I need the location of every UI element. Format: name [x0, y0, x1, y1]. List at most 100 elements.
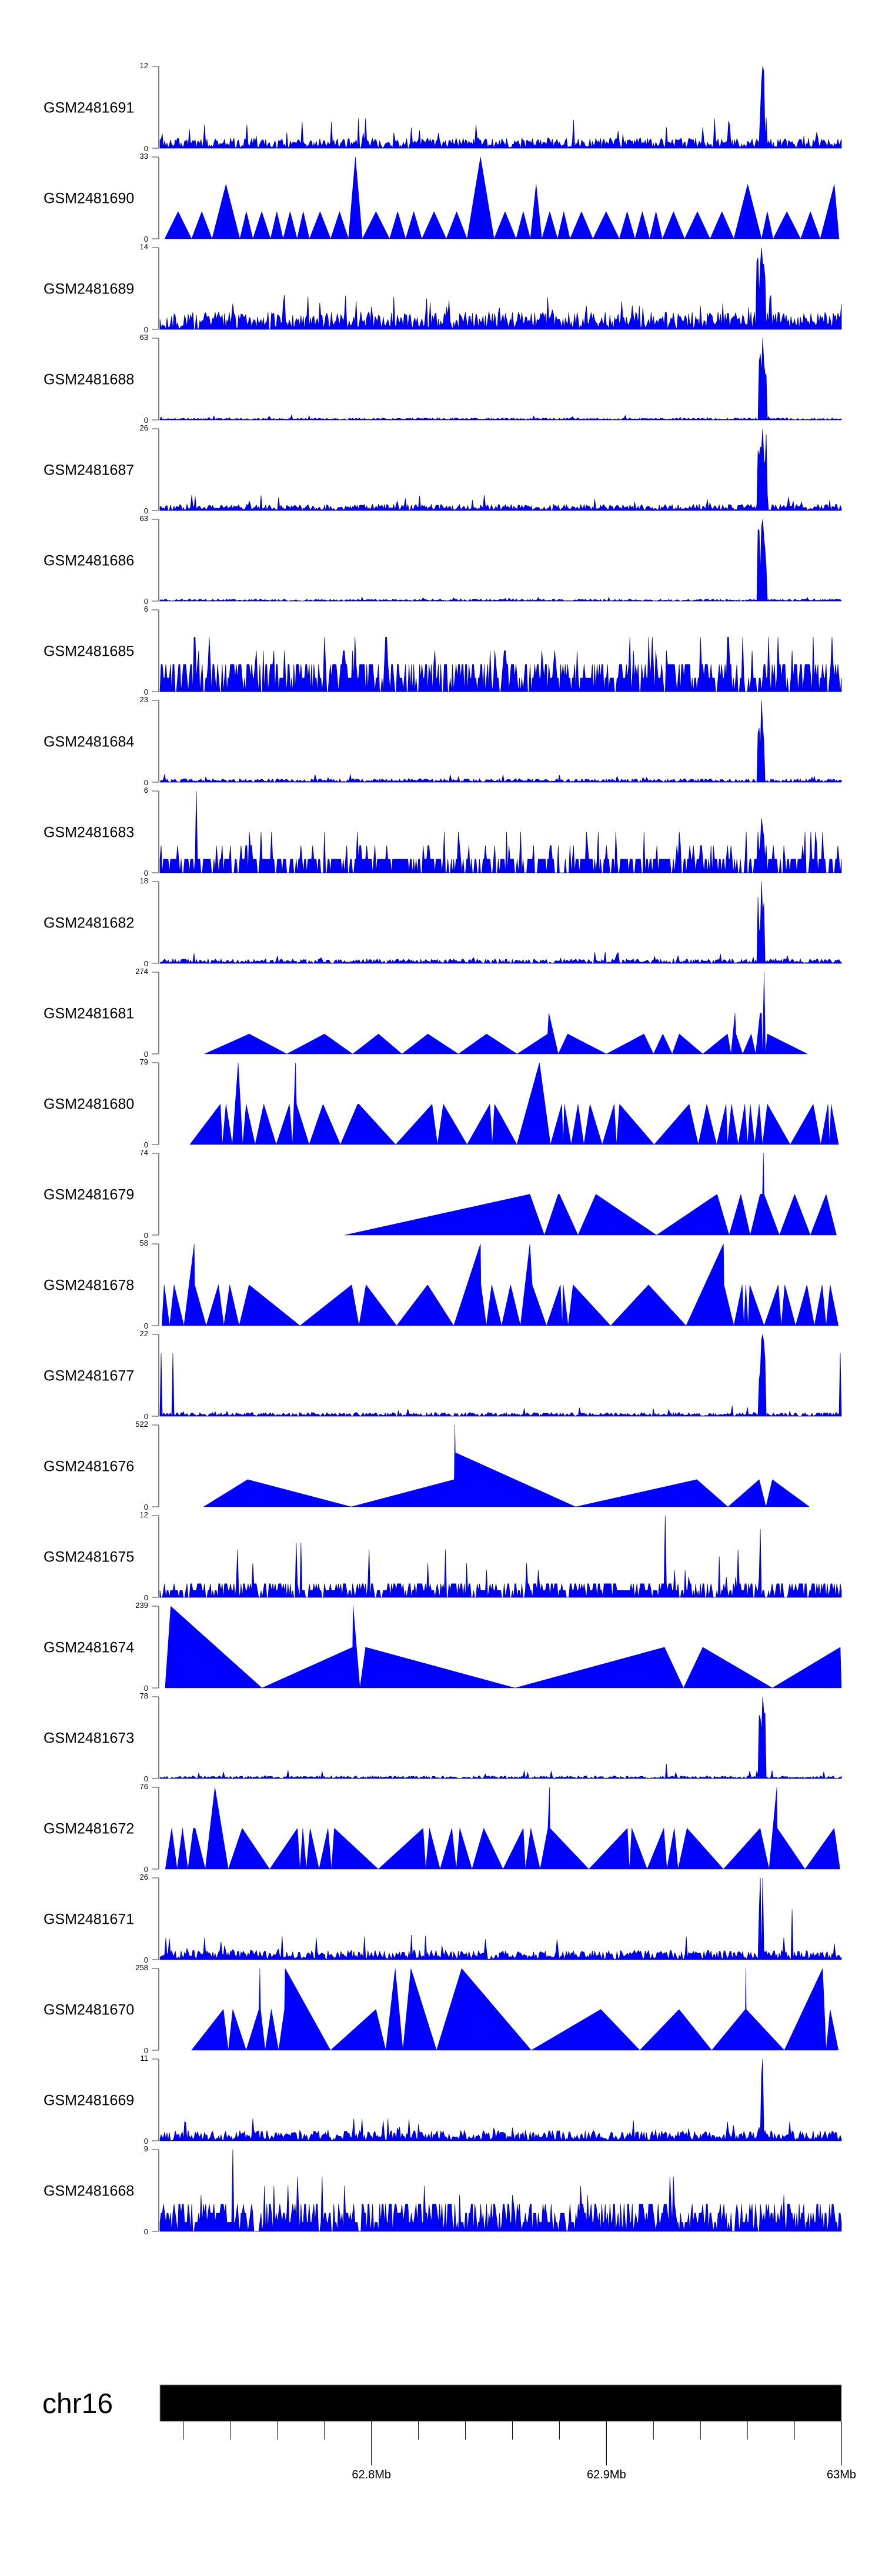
track-name-label: GSM2481677	[44, 1368, 134, 1384]
track-name-label: GSM2481687	[44, 462, 134, 479]
track-name-label: GSM2481673	[44, 1730, 134, 1747]
y-tick-label-max: 14	[140, 242, 148, 251]
y-tick-label-min: 0	[144, 1231, 148, 1240]
y-tick-label-max: 79	[140, 1057, 148, 1066]
track-name-label: GSM2481683	[44, 825, 134, 841]
track-name-label: GSM2481669	[44, 2093, 134, 2109]
track-GSM2481668: GSM2481668 9 0	[44, 2144, 842, 2236]
y-tick-label-min: 0	[144, 778, 148, 787]
track-GSM2481673: GSM2481673 78 0	[44, 1691, 842, 1783]
y-tick-label-min: 0	[144, 1322, 148, 1330]
major-tick-label: 62.8Mb	[352, 2468, 391, 2481]
signal-area	[159, 1515, 842, 1598]
track-name-label: GSM2481675	[44, 1549, 134, 1566]
signal-area	[159, 700, 842, 783]
y-tick-label-max: 9	[144, 2144, 148, 2153]
track-name-label: GSM2481674	[44, 1640, 134, 1656]
track-GSM2481687: GSM2481687 26 0	[44, 423, 842, 515]
track-GSM2481691: GSM2481691 12 0	[44, 61, 842, 153]
signal-area	[159, 2149, 842, 2232]
signal-area	[203, 1424, 810, 1507]
signal-area	[159, 790, 842, 873]
y-tick-label-min: 0	[144, 597, 148, 606]
y-tick-label-max: 22	[140, 1329, 148, 1338]
track-GSM2481669: GSM2481669 11 0	[44, 2054, 842, 2145]
y-tick-label-max: 26	[140, 423, 148, 432]
y-tick-label-max: 58	[140, 1239, 148, 1247]
signal-area	[159, 66, 842, 149]
signal-area	[161, 1243, 839, 1326]
track-GSM2481688: GSM2481688 63 0	[44, 333, 842, 425]
track-GSM2481685: GSM2481685 6 0	[44, 605, 842, 696]
y-tick-label-max: 12	[140, 61, 148, 70]
major-tick-label: 63Mb	[827, 2468, 856, 2481]
y-tick-label-min: 0	[144, 869, 148, 877]
y-tick-label-max: 239	[135, 1601, 148, 1610]
y-tick-label-max: 12	[140, 1510, 148, 1519]
chromosome-label: chr16	[42, 2388, 113, 2420]
track-name-label: GSM2481679	[44, 1187, 134, 1203]
y-tick-label-min: 0	[144, 144, 148, 153]
track-name-label: GSM2481689	[44, 281, 134, 298]
track-name-label: GSM2481680	[44, 1096, 134, 1113]
y-tick-label-min: 0	[144, 416, 148, 425]
track-name-label: GSM2481668	[44, 2183, 134, 2200]
signal-area	[159, 2058, 842, 2142]
genomic-axis-ticks: 62.8Mb 62.9Mb 63Mb	[183, 2421, 856, 2481]
y-tick-label-min: 0	[144, 1050, 148, 1059]
signal-area	[159, 338, 842, 421]
signal-area	[159, 428, 842, 511]
y-tick-label-min: 0	[144, 1412, 148, 1421]
y-tick-label-max: 6	[144, 605, 148, 613]
track-GSM2481671: GSM2481671 26 0	[44, 1873, 842, 1964]
y-tick-label-max: 23	[140, 695, 148, 704]
track-GSM2481679: GSM2481679 74 0	[44, 1148, 837, 1240]
track-GSM2481689: GSM2481689 14 0	[44, 242, 842, 334]
y-tick-label-min: 0	[144, 1865, 148, 1874]
track-GSM2481677: GSM2481677 22 0	[44, 1329, 842, 1421]
y-tick-label-max: 258	[135, 1963, 148, 1972]
y-tick-label-min: 0	[144, 506, 148, 515]
track-name-label: GSM2481686	[44, 553, 134, 569]
signal-area	[165, 1787, 840, 1870]
signal-area	[164, 156, 840, 239]
track-GSM2481676: GSM2481676 522 0	[44, 1420, 810, 1511]
y-tick-label-max: 6	[144, 786, 148, 795]
y-tick-label-max: 522	[135, 1420, 148, 1429]
track-name-label: GSM2481678	[44, 1277, 134, 1294]
chromosome-bar	[159, 2384, 842, 2422]
y-tick-label-min: 0	[144, 1774, 148, 1783]
track-name-label: GSM2481688	[44, 372, 134, 388]
chromosome-ideogram-axis: chr16 62.8Mb 62.9Mb 63Mb	[42, 2384, 856, 2481]
y-tick-label-max: 11	[141, 2054, 149, 2063]
track-name-label: GSM2481691	[44, 100, 134, 116]
y-tick-label-max: 274	[135, 967, 148, 976]
track-GSM2481680: GSM2481680 79 0	[44, 1057, 839, 1149]
y-tick-label-min: 0	[144, 2046, 148, 2055]
track-GSM2481686: GSM2481686 63 0	[44, 514, 842, 606]
data-tracks: GSM2481691120GSM2481690330GSM2481689140G…	[44, 61, 842, 2236]
track-GSM2481670: GSM2481670 258 0	[44, 1963, 839, 2055]
y-tick-label-min: 0	[144, 2227, 148, 2236]
track-name-label: GSM2481684	[44, 734, 134, 750]
y-tick-label-min: 0	[144, 235, 148, 243]
major-tick-label: 62.9Mb	[587, 2468, 626, 2481]
track-name-label: GSM2481670	[44, 2002, 134, 2018]
signal-area	[189, 1062, 839, 1145]
signal-area	[165, 1606, 842, 1689]
track-GSM2481684: GSM2481684 23 0	[44, 695, 842, 787]
track-GSM2481672: GSM2481672 76 0	[44, 1782, 840, 1874]
y-tick-label-min: 0	[144, 1140, 148, 1149]
y-tick-label-max: 63	[140, 333, 148, 342]
y-tick-label-max: 76	[140, 1782, 148, 1791]
signal-area	[204, 972, 808, 1055]
signal-area	[159, 1696, 842, 1779]
signal-area	[191, 1968, 839, 2051]
track-GSM2481674: GSM2481674 239 0	[44, 1601, 842, 1693]
signal-area	[159, 881, 842, 965]
y-tick-label-min: 0	[144, 2137, 148, 2145]
y-tick-label-max: 26	[140, 1873, 148, 1881]
signal-area	[159, 519, 842, 602]
signal-area	[159, 247, 842, 330]
